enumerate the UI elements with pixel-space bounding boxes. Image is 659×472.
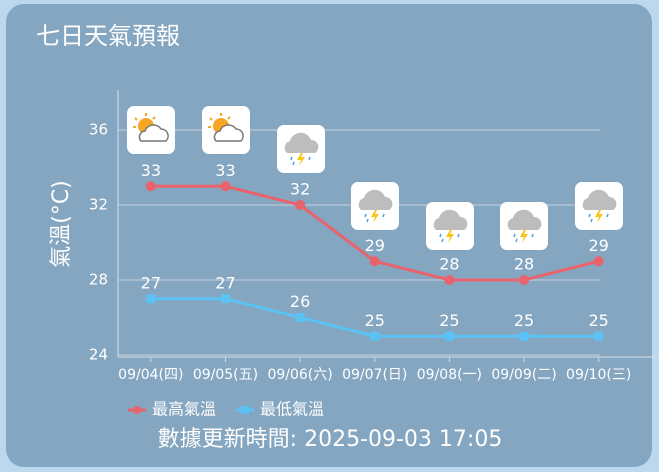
x-tick-label: 09/08(一) bbox=[417, 367, 482, 383]
point bbox=[369, 256, 380, 267]
data-label: 29 bbox=[365, 236, 385, 255]
data-label: 27 bbox=[141, 273, 161, 292]
y-axis-label: 氣溫(°C) bbox=[49, 180, 74, 268]
data-label: 25 bbox=[365, 311, 385, 330]
point bbox=[145, 181, 156, 192]
point bbox=[593, 256, 604, 267]
chart-title: 七日天氣預報 bbox=[36, 22, 180, 50]
legend-marker bbox=[241, 406, 249, 414]
data-label: 33 bbox=[141, 161, 161, 180]
data-label: 25 bbox=[588, 311, 608, 330]
x-tick-label: 09/06(六) bbox=[267, 367, 332, 383]
data-label: 25 bbox=[514, 311, 534, 330]
y-tick-label: 32 bbox=[89, 196, 108, 214]
data-label: 32 bbox=[290, 180, 310, 199]
legend-label: 最低氣溫 bbox=[260, 400, 324, 419]
data-label: 28 bbox=[439, 255, 459, 274]
point bbox=[444, 331, 454, 341]
point bbox=[519, 331, 529, 341]
x-tick-label: 09/05(五) bbox=[193, 367, 258, 383]
legend-marker bbox=[133, 406, 141, 414]
point bbox=[295, 313, 305, 322]
x-tick-label: 09/04(四) bbox=[118, 367, 183, 383]
data-label: 25 bbox=[439, 311, 459, 330]
point bbox=[444, 275, 455, 285]
point bbox=[519, 275, 530, 285]
point bbox=[594, 331, 604, 341]
point bbox=[370, 331, 380, 341]
x-tick-label: 09/10(三) bbox=[566, 367, 631, 383]
card bbox=[6, 4, 652, 467]
legend-label: 最高氣溫 bbox=[152, 400, 216, 419]
data-label: 33 bbox=[215, 161, 235, 180]
y-tick-label: 36 bbox=[89, 121, 108, 139]
data-label: 26 bbox=[290, 292, 310, 311]
x-tick-label: 09/09(二) bbox=[491, 367, 556, 383]
data-label: 29 bbox=[588, 236, 608, 255]
footnote: 數據更新時間: 2025-09-03 17:05 bbox=[158, 427, 503, 452]
x-tick-label: 09/07(日) bbox=[342, 367, 407, 383]
point bbox=[146, 294, 156, 304]
point bbox=[220, 181, 231, 192]
point bbox=[295, 200, 306, 210]
point bbox=[220, 294, 230, 304]
data-label: 28 bbox=[514, 255, 534, 274]
y-tick-label: 24 bbox=[89, 346, 108, 364]
data-label: 27 bbox=[215, 273, 235, 292]
y-tick-label: 28 bbox=[89, 271, 108, 289]
